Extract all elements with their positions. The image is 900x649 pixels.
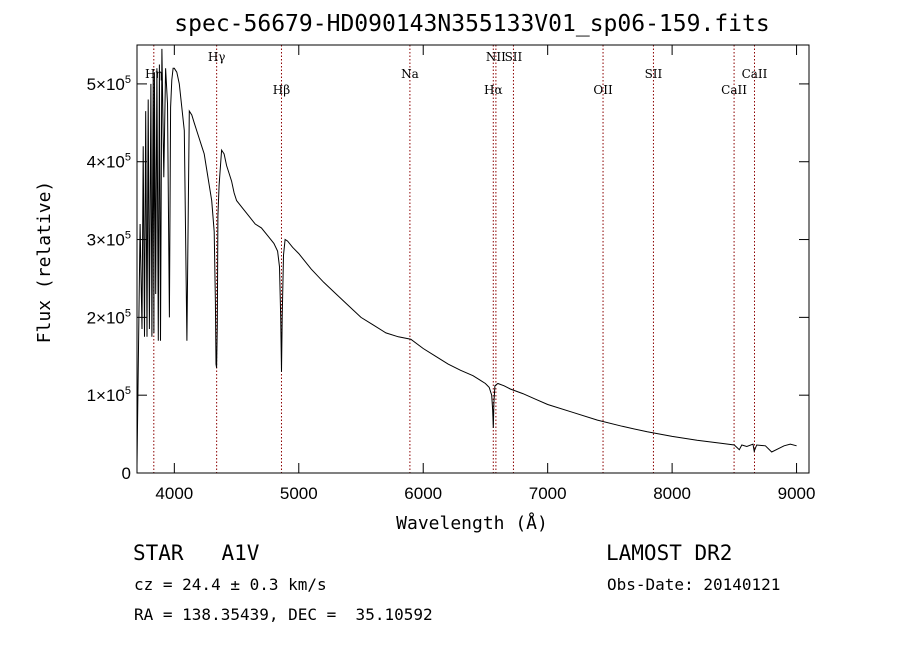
line-label: NII: [486, 50, 506, 64]
y-tick-label: 0: [122, 464, 131, 483]
line-markers: [153, 45, 755, 473]
y-tick-label: 4×105: [87, 152, 131, 172]
line-label: OII: [593, 83, 613, 97]
x-tick-label: 5000: [280, 484, 318, 503]
line-label: CaII: [721, 83, 747, 97]
line-label: Hα: [484, 83, 503, 97]
x-tick-label: 9000: [778, 484, 816, 503]
line-label: SII: [645, 67, 663, 81]
x-tick-label: 7000: [529, 484, 567, 503]
x-tick-label: 8000: [653, 484, 691, 503]
y-axis: 0 1×105 2×105 3×105 4×105 5×105: [87, 74, 809, 483]
chart-title: spec-56679-HD090143N355133V01_sp06-159.f…: [174, 11, 769, 37]
plot-frame: [136, 44, 810, 474]
y-tick-label: 1×105: [87, 385, 131, 405]
line-label: Hη: [145, 67, 163, 81]
line-label: CaII: [742, 67, 768, 81]
y-tick-label: 5×105: [87, 74, 131, 94]
x-axis-label: Wavelength (Å): [396, 512, 548, 534]
line-label: SII: [505, 50, 523, 64]
y-tick-label: 2×105: [87, 307, 131, 327]
spectrum-line: [136, 48, 797, 466]
x-axis: 4000 5000 6000 7000 8000 9000: [155, 45, 815, 503]
survey-text: LAMOST DR2: [606, 541, 733, 565]
y-axis-label: Flux (relative): [34, 181, 55, 344]
x-tick-label: 4000: [155, 484, 193, 503]
x-tick-label: 6000: [404, 484, 442, 503]
line-label: Hγ: [208, 50, 226, 64]
obs-date-text: Obs-Date: 20140121: [607, 575, 781, 594]
redshift-text: cz = 24.4 ± 0.3 km/s: [134, 575, 327, 594]
star-class-text: STAR A1V: [133, 541, 260, 565]
y-tick-label: 3×105: [87, 230, 131, 250]
line-label: Hβ: [273, 83, 290, 97]
line-label: Na: [401, 67, 419, 81]
coordinates-text: RA = 138.35439, DEC = 35.10592: [134, 605, 433, 624]
